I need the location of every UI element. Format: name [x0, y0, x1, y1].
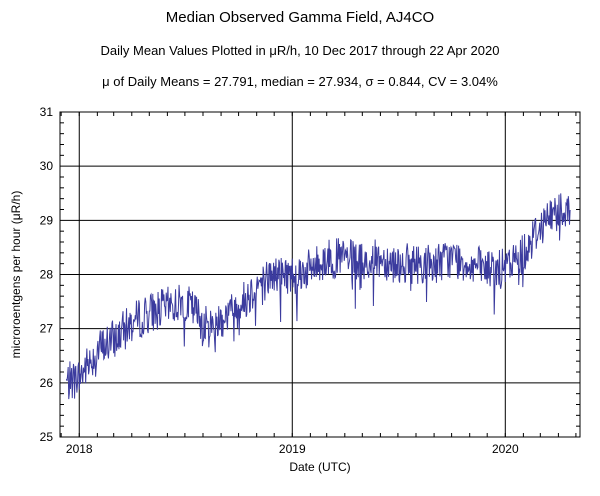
y-tick-label: 30 — [40, 159, 54, 173]
y-tick-label: 25 — [40, 430, 54, 444]
chart-subtitle: Daily Mean Values Plotted in μR/h, 10 De… — [100, 43, 500, 58]
x-axis-label: Date (UTC) — [289, 460, 350, 474]
x-tick-label: 2019 — [279, 442, 306, 456]
axis-ticks — [60, 112, 580, 437]
y-tick-label: 31 — [40, 105, 54, 119]
chart-title: Median Observed Gamma Field, AJ4CO — [165, 9, 435, 26]
y-tick-label: 26 — [40, 376, 54, 390]
x-tick-label: 2018 — [66, 442, 93, 456]
y-axis-label: microroentgens per hour (μR/h) — [9, 191, 23, 359]
series-line — [65, 193, 571, 400]
y-tick-label: 28 — [40, 268, 54, 282]
x-tick-label: 2020 — [492, 442, 519, 456]
axis-labels: 25 26 27 28 29 30 31 2018 2019 2020 — [40, 105, 519, 456]
y-tick-label: 27 — [40, 322, 54, 336]
y-tick-label: 29 — [40, 213, 54, 227]
plot-frame — [59, 111, 581, 438]
chart-stats-line: μ of Daily Means = 27.791, median = 27.9… — [102, 74, 498, 89]
